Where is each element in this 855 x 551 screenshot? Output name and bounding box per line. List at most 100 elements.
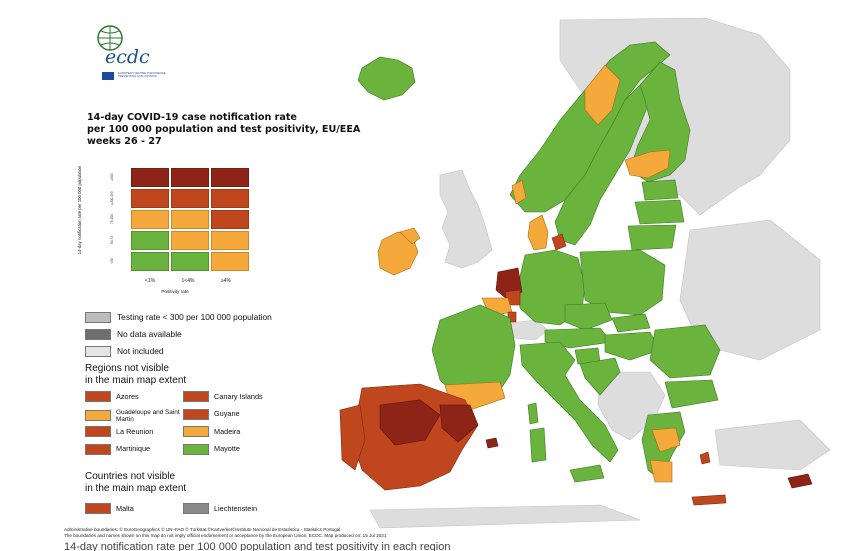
title-line: per 100 000 population and test positivi… — [87, 124, 361, 136]
region-legend-item: Azores — [85, 391, 139, 402]
region-swatch — [85, 426, 111, 437]
finland-south-region — [624, 149, 671, 179]
logo-subtitle: EUROPEAN CENTRE FOR DISEASE PREVENTION A… — [118, 71, 166, 79]
aegean-islands-region — [699, 451, 711, 465]
catalonia-region — [439, 404, 479, 443]
slovakia-region — [611, 313, 651, 333]
turkey-land — [714, 419, 831, 471]
switzerland-land — [509, 319, 549, 341]
legend-label: No data available — [117, 329, 182, 339]
country-label: Liechtenstein — [214, 503, 258, 513]
matrix-cell — [171, 189, 209, 208]
region-label: Canary Islands — [214, 391, 263, 401]
region-swatch — [183, 408, 209, 420]
matrix-y-tick: 50-74 — [110, 235, 114, 245]
matrix-x-tick: 1<4% — [181, 278, 195, 284]
countries-heading: Countries not visible in the main map ex… — [85, 471, 186, 494]
eu-flag-icon — [102, 72, 114, 80]
region-swatch — [85, 410, 111, 421]
region-swatch — [183, 391, 209, 402]
region-label: Guyane — [214, 409, 240, 418]
legend-swatch — [85, 345, 111, 357]
crete-region — [691, 494, 727, 506]
regions-heading: Regions not visible in the main map exte… — [85, 363, 186, 386]
northern-ireland-region — [399, 227, 421, 245]
region-legend-item: La Reunion — [85, 426, 153, 437]
region-label: La Reunion — [116, 426, 154, 436]
west-norway-region — [511, 179, 527, 205]
rate-positivity-matrix: 14-day notification rate per 100 000 pop… — [77, 163, 249, 303]
matrix-cell — [171, 168, 209, 187]
region-legend-item: Guadeloupe and Saint Martin — [85, 409, 186, 423]
czechia-region — [564, 302, 613, 331]
map-title: 14-day COVID-19 case notification rate p… — [87, 112, 377, 149]
logo-wordmark: ecdc — [105, 46, 150, 68]
region-label: Martinique — [116, 444, 151, 453]
region-swatch — [183, 426, 209, 437]
countries-heading-line: Countries not visible — [85, 471, 176, 482]
map-footer: Administrative boundaries: © EuroGeograp… — [64, 527, 664, 539]
matrix-y-tick: ≥500 — [110, 173, 114, 181]
sicily-region — [569, 464, 605, 483]
footer-line: Administrative boundaries: © EuroGeograp… — [64, 527, 342, 532]
matrix-x-tick: ≥4% — [221, 278, 231, 284]
matrix-x-tick: <1% — [144, 278, 156, 284]
matrix-cell — [211, 252, 249, 271]
matrix-cell — [131, 231, 169, 250]
country-legend-item: Malta — [85, 503, 134, 514]
region-legend-item: Canary Islands — [183, 391, 263, 402]
ecdc-logo — [97, 25, 123, 80]
caption-text: 14-day notification rate per 100 000 pop… — [64, 541, 451, 551]
matrix-cell — [171, 210, 209, 229]
matrix-cell — [211, 231, 249, 250]
poland-region — [579, 249, 666, 316]
lithuania-region — [627, 224, 677, 251]
estonia-region — [641, 179, 679, 201]
peloponnese-region — [649, 459, 673, 483]
legend-no-data: No data available — [85, 328, 182, 340]
matrix-cell — [171, 231, 209, 250]
region-swatch — [85, 443, 111, 455]
regions-heading-line: in the main map extent — [85, 374, 187, 386]
portugal-region — [339, 404, 366, 471]
legend-label: Not included — [117, 346, 164, 356]
matrix-y-tick: ≥200-499 — [110, 191, 114, 205]
iceland-region — [357, 56, 416, 101]
belarus-ukraine-land — [679, 219, 821, 361]
matrix-y-axis-label: 14-day notification rate per 100 000 pop… — [77, 165, 82, 255]
regions-heading-line: Regions not visible — [85, 363, 169, 374]
copenhagen-region — [551, 233, 567, 251]
matrix-cell — [171, 252, 209, 271]
country-label: Malta — [116, 503, 134, 513]
matrix-cell — [211, 168, 249, 187]
matrix-cell — [211, 189, 249, 208]
romania-region — [649, 324, 721, 379]
denmark-jutland-region — [527, 214, 549, 251]
footer-line: The boundaries and names shown on this m… — [64, 533, 387, 538]
castilla-region — [379, 399, 441, 446]
title-line: 14-day COVID-19 case notification rate — [87, 112, 297, 123]
croatia-region — [579, 357, 621, 396]
greece-north-region — [651, 427, 681, 453]
country-swatch — [183, 503, 209, 514]
region-label: Madeira — [214, 426, 241, 436]
bulgaria-region — [664, 379, 719, 409]
latvia-region — [634, 199, 685, 225]
legend-testing-rate: Testing rate < 300 per 100 000 populatio… — [85, 311, 272, 323]
region-legend-item: Madeira — [183, 426, 240, 437]
legend-label: Testing rate < 300 per 100 000 populatio… — [117, 312, 272, 322]
countries-heading-line: in the main map extent — [85, 482, 187, 494]
matrix-cell — [211, 210, 249, 229]
region-label: Azores — [116, 391, 139, 401]
region-legend-item: Martinique — [85, 443, 151, 455]
region-legend-item: Mayotte — [183, 443, 240, 455]
hungary-region — [604, 331, 661, 361]
matrix-cell — [131, 168, 169, 187]
uk-land — [439, 169, 493, 269]
legend-not-included: Not included — [85, 345, 164, 357]
italy-region — [519, 341, 619, 463]
region-label: Mayotte — [214, 444, 240, 453]
nordland-region — [584, 64, 621, 126]
